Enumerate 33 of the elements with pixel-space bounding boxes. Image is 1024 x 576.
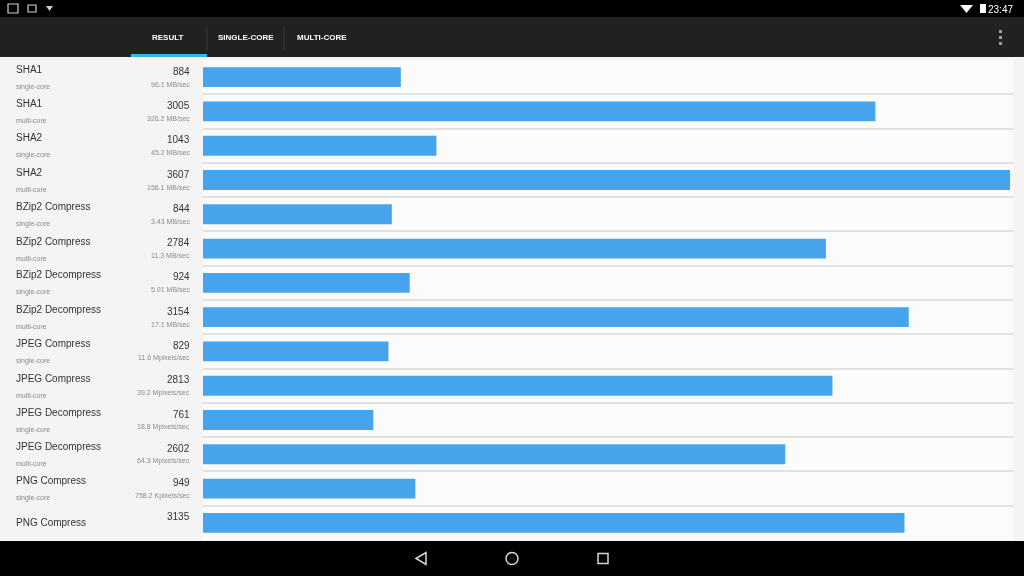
data-label: 844 [173,203,191,214]
data-label: 2813 [167,374,190,385]
bar [203,170,1011,190]
bar [203,444,786,465]
bar [203,410,374,430]
data-label: 3005 [167,100,190,111]
data-label: 924 [173,271,191,282]
data-label: 3154 [167,306,190,317]
bar [203,272,410,293]
data-label: 761 [173,409,191,420]
text: MULTI-CORE [297,33,348,42]
bar [203,101,876,122]
data-label: 2602 [167,443,190,454]
bar [203,67,401,88]
text: SINGLE-CORE [218,33,275,42]
data-label: 3607 [167,169,190,180]
data-label: 949 [173,477,191,488]
bar [203,512,905,533]
bar [203,204,392,225]
data-label: 2784 [167,237,190,248]
bar [203,307,909,328]
bar [203,478,416,499]
data-label: 829 [173,340,191,351]
y-tick-label: PNG Compress [16,517,87,528]
bar [203,375,833,396]
bar [203,238,826,259]
text: 23:47 [988,4,1014,15]
bar [203,135,437,156]
bar [203,341,389,362]
data-label: 3135 [167,511,190,522]
data-label: 1043 [167,134,190,145]
data-label: 884 [173,66,191,77]
text: RESULT [152,33,184,42]
